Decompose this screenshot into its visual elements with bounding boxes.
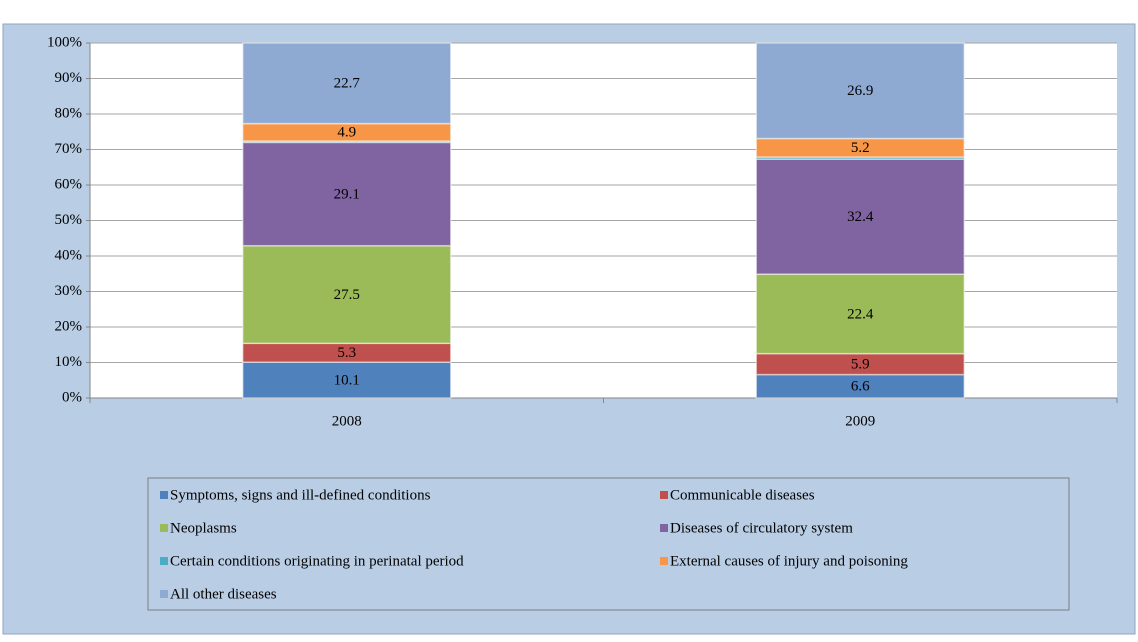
data-label: 5.2	[851, 140, 870, 156]
legend-swatch	[160, 524, 168, 532]
legend-box	[147, 477, 1070, 611]
legend-label: Symptoms, signs and ill-defined conditio…	[170, 487, 431, 503]
legend-label: Communicable diseases	[670, 487, 815, 503]
legend-label: External causes of injury and poisoning	[670, 553, 908, 569]
data-label: 5.9	[851, 357, 870, 373]
y-tick-label: 70%	[55, 141, 83, 157]
y-tick-label: 100%	[47, 34, 82, 50]
data-label: 27.5	[334, 287, 360, 303]
y-tick-label: 60%	[55, 176, 83, 192]
legend-label: Neoplasms	[170, 520, 237, 536]
data-label: 26.9	[847, 83, 873, 99]
legend-label: Diseases of circulatory system	[670, 520, 853, 536]
legend-swatch	[160, 557, 168, 565]
bar-segment	[242, 244, 452, 345]
legend-swatch	[660, 557, 668, 565]
y-tick-label: 0%	[62, 389, 82, 405]
x-tick-label: 2009	[845, 413, 875, 429]
bar-segment	[755, 42, 965, 140]
y-tick-label: 10%	[55, 354, 83, 370]
data-label: 5.3	[337, 345, 356, 361]
data-label: 22.4	[847, 306, 874, 322]
y-tick-label: 20%	[55, 318, 83, 334]
y-tick-label: 80%	[55, 105, 83, 121]
data-label: 29.1	[334, 186, 360, 202]
y-tick-label: 40%	[55, 247, 83, 263]
legend-swatch	[660, 491, 668, 499]
x-tick-label: 2008	[332, 413, 362, 429]
legend-swatch	[660, 524, 668, 532]
y-tick-label: 50%	[55, 212, 83, 228]
data-label: 32.4	[847, 209, 874, 225]
bar-segment	[755, 273, 965, 355]
bar-segment	[755, 158, 965, 275]
legend-label: All other diseases	[170, 586, 277, 602]
y-tick-label: 30%	[55, 283, 83, 299]
bar-segment	[242, 141, 452, 247]
data-label: 22.7	[334, 76, 361, 92]
y-tick-label: 90%	[55, 70, 83, 86]
bar-segment	[242, 42, 452, 125]
data-label: 4.9	[337, 125, 356, 141]
legend-swatch	[160, 590, 168, 598]
legend-label: Certain conditions originating in perina…	[170, 553, 464, 569]
data-label: 6.6	[851, 379, 870, 395]
legend-swatch	[160, 491, 168, 499]
data-label: 10.1	[334, 373, 360, 389]
bar-segment	[242, 361, 452, 399]
